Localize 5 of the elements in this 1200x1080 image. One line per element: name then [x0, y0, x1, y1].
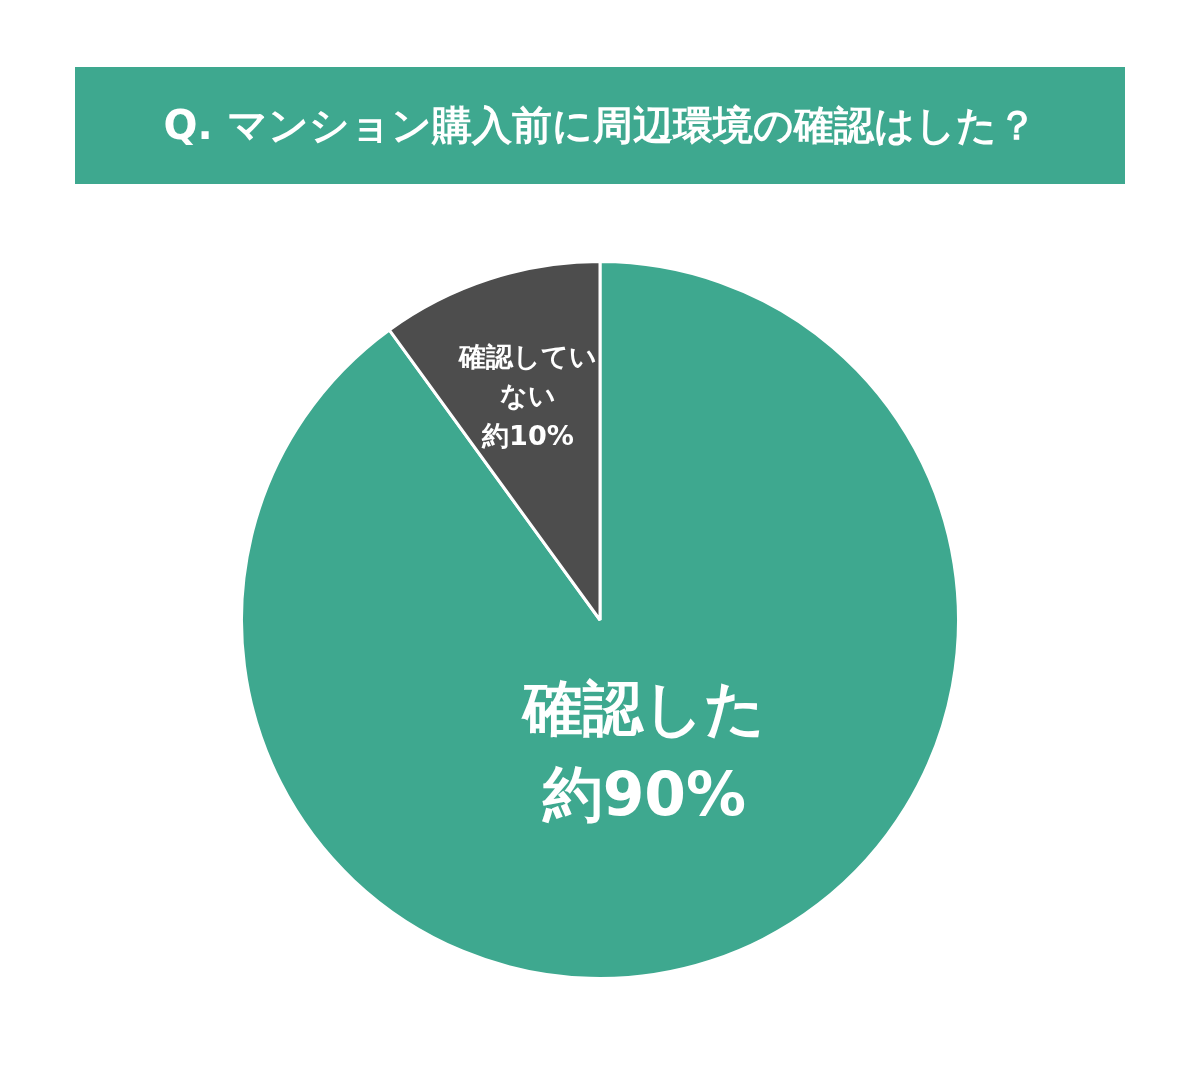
- data-label: 約10%: [481, 419, 574, 451]
- slice-label: 確認していない: [457, 341, 597, 412]
- slice-label: 確認した: [521, 672, 766, 743]
- data-label: 約90%: [541, 759, 746, 830]
- chart-title: Q. マンション購入前に周辺環境の確認はした？: [75, 67, 1125, 184]
